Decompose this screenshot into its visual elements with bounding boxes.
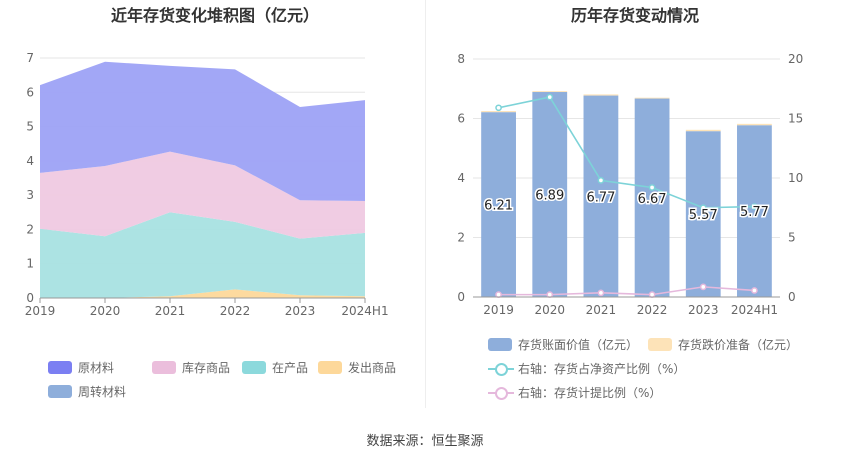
- x-tick-label: 2019: [483, 303, 514, 317]
- line-point: [495, 291, 502, 298]
- line-point: [495, 104, 502, 112]
- legend-item[interactable]: 在产品: [242, 359, 308, 376]
- line-point: [699, 204, 707, 212]
- bar-data-label: 6.21: [484, 199, 513, 214]
- legend-label: 原材料: [78, 361, 115, 375]
- x-tick-label: 2019: [25, 304, 56, 318]
- panel-divider: [425, 0, 426, 408]
- bar-data-label: 6.77: [586, 190, 615, 205]
- legend-item[interactable]: 库存商品: [152, 359, 230, 376]
- legend-label: 库存商品: [182, 361, 231, 375]
- stacked-area-chart: 0 1 2 3 4 5 6 7 2019 2020 2021 2022 2023 2024H1: [25, 51, 389, 318]
- y-right-tick-label: 5: [788, 231, 796, 245]
- y-right-tick-label: 15: [788, 112, 803, 126]
- area-发出商品: [40, 289, 365, 298]
- x-tick-label: 2020: [534, 303, 565, 317]
- y-left-tick-label: 2: [457, 231, 465, 245]
- legend-swatch: [152, 361, 176, 374]
- legend-swatch: [48, 361, 72, 374]
- x-tick-label: 2024H1: [731, 303, 778, 317]
- legend-item[interactable]: 原材料: [48, 359, 114, 376]
- line-point: [597, 289, 605, 297]
- legend-swatch: [318, 361, 342, 374]
- bar-provision: [634, 97, 670, 99]
- area-在产品: [40, 212, 365, 298]
- line-point: [699, 283, 707, 291]
- y-tick-label: 0: [26, 291, 34, 305]
- legend-item[interactable]: 右轴：存货计提比例（%）: [488, 384, 661, 401]
- line-point: [546, 93, 554, 101]
- x-tick-label: 2023: [688, 303, 719, 317]
- line-point: [597, 177, 605, 184]
- legend-item[interactable]: 存货跌价准备（亿元）: [648, 336, 798, 353]
- y-tick-label: 2: [26, 222, 34, 236]
- legend-swatch: [242, 361, 266, 374]
- line-point: [546, 291, 554, 298]
- legend-label: 右轴：存货占净资产比例（%）: [518, 362, 686, 376]
- legend-item[interactable]: 发出商品: [318, 359, 396, 376]
- y-right-tick-label: 10: [788, 171, 803, 185]
- bar-provision: [481, 111, 516, 113]
- bar-provision: [532, 91, 568, 93]
- bar-provision: [685, 129, 721, 132]
- legend-label: 存货账面价值（亿元）: [518, 338, 639, 352]
- bar-book-value: [634, 98, 670, 297]
- bar-provision: [737, 123, 772, 126]
- series-line: [498, 96, 755, 209]
- y-tick-label: 5: [26, 120, 34, 134]
- legend-label: 存货跌价准备（亿元）: [678, 338, 799, 352]
- bar-data-label: 6.67: [638, 192, 667, 207]
- legend-swatch: [488, 338, 512, 351]
- area-库存商品: [40, 151, 365, 239]
- legend-item[interactable]: 存货账面价值（亿元）: [488, 336, 638, 353]
- x-tick-label: 2020: [90, 304, 121, 318]
- x-tick-label: 2021: [586, 303, 617, 317]
- y-left-tick-label: 6: [457, 112, 465, 126]
- bar-data-label: 5.77: [740, 205, 769, 220]
- x-tick-label: 2023: [285, 304, 316, 318]
- line-point: [648, 291, 656, 298]
- y-tick-label: 1: [26, 257, 34, 271]
- bar-data-label: 5.57: [689, 208, 718, 223]
- y-tick-label: 7: [26, 51, 34, 65]
- legend-label: 右轴：存货计提比例（%）: [518, 386, 662, 400]
- left-chart-title: 近年存货变化堆积图（亿元）: [110, 6, 319, 25]
- legend-item[interactable]: 右轴：存货占净资产比例（%）: [488, 360, 685, 377]
- y-tick-label: 3: [26, 188, 34, 202]
- y-tick-label: 4: [26, 154, 34, 168]
- y-left-tick-label: 4: [457, 171, 465, 185]
- line-point: [751, 203, 758, 210]
- x-tick-label: 2021: [155, 304, 186, 318]
- legend-item[interactable]: 周转材料: [48, 383, 126, 400]
- bar-book-value: [737, 125, 772, 297]
- y-right-tick-label: 0: [788, 290, 796, 304]
- y-tick-label: 6: [26, 85, 34, 99]
- bar-book-value: [583, 95, 619, 297]
- x-tick-label: 2022: [637, 303, 668, 317]
- legend-line-marker: [488, 386, 514, 400]
- series-line: [498, 286, 755, 296]
- legend-swatch: [648, 338, 672, 351]
- data-source: 数据来源：恒生聚源: [366, 434, 484, 449]
- bar-book-value: [532, 92, 568, 298]
- legend-label: 在产品: [272, 361, 309, 375]
- y-left-tick-label: 0: [457, 290, 465, 304]
- legend-swatch: [48, 385, 72, 398]
- y-left-tick-label: 8: [457, 52, 465, 66]
- y-right-tick-label: 20: [788, 52, 803, 66]
- legend-label: 周转材料: [78, 385, 127, 399]
- right-chart-title: 历年存货变动情况: [570, 6, 699, 25]
- bar-provision: [583, 94, 619, 96]
- bar-book-value: [685, 131, 721, 297]
- line-point: [751, 287, 758, 294]
- legend-label: 发出商品: [348, 361, 397, 375]
- area-原材料: [40, 61, 365, 201]
- line-point: [648, 184, 656, 191]
- bar-book-value: [481, 112, 516, 297]
- bar-data-label: 6.89: [535, 189, 564, 204]
- x-tick-label: 2024H1: [341, 304, 388, 318]
- legend-line-marker: [488, 362, 514, 376]
- x-tick-label: 2022: [220, 304, 251, 318]
- inventory-bar-line-chart: 0 2 4 6 8 0 5 10 15 20 6.21 6.89 6.77 6.67 5.57 5.77 201…: [457, 52, 803, 317]
